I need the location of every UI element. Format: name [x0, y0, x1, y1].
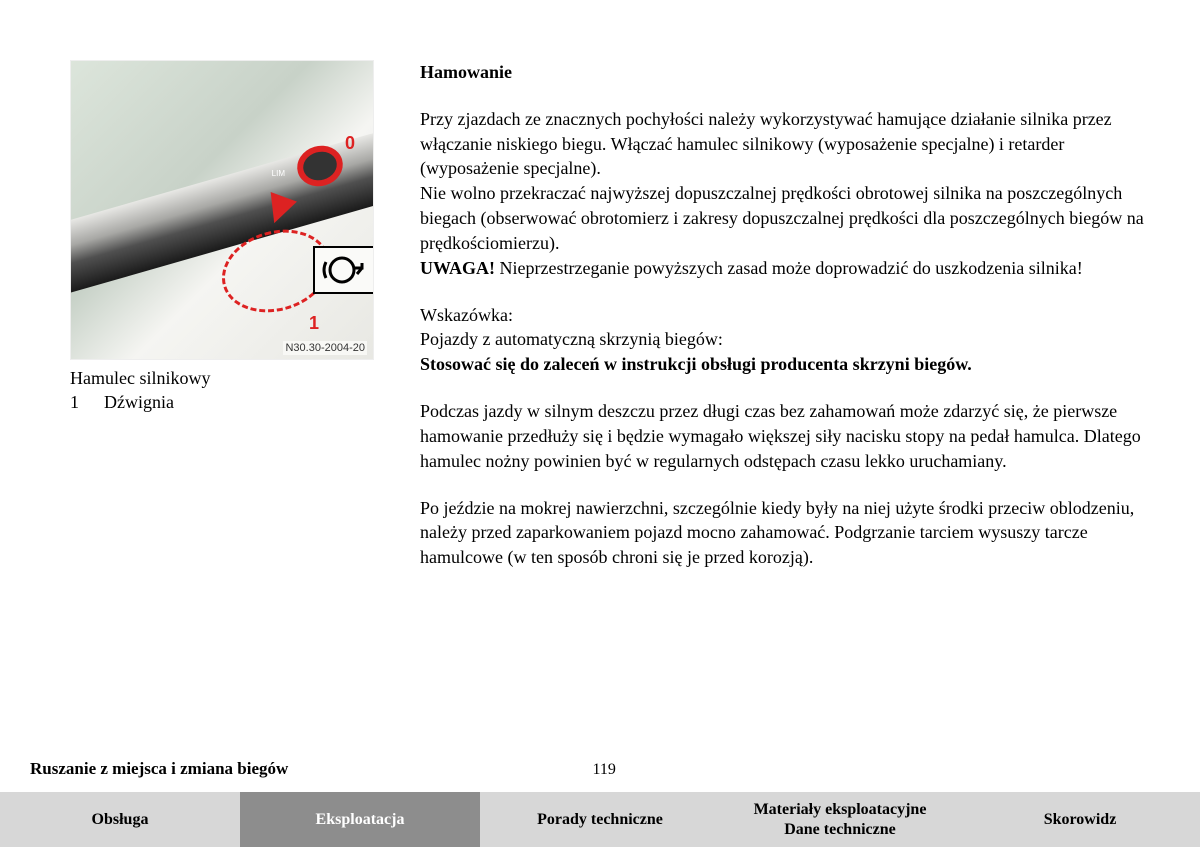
caption-item-num: 1 [70, 390, 104, 414]
warning-text: Nieprzestrzeganie powyższych zasad może … [495, 258, 1083, 278]
engine-brake-symbol-icon [313, 246, 374, 294]
paragraph: Po jeździe na mokrej nawierzchni, szczeg… [420, 496, 1150, 570]
running-section-title: Ruszanie z miejsca i zmiana biegów [30, 759, 288, 779]
footer-tab[interactable]: Porady techniczne [480, 792, 720, 847]
footer-tab[interactable]: Obsługa [0, 792, 240, 847]
paragraph: Podczas jazdy w silnym deszczu przez dłu… [420, 399, 1150, 473]
paragraph: Przy zjazdach ze znacznych pochyłości na… [420, 107, 1150, 181]
page-number: 119 [592, 761, 615, 778]
warning-label: UWAGA! [420, 258, 495, 278]
paragraph: Nie wolno przekraczać najwyższej dopuszc… [420, 181, 1150, 255]
label-0: 0 [345, 133, 355, 154]
paragraph: UWAGA! Nieprzestrzeganie powyższych zasa… [420, 256, 1150, 281]
label-lim: LIM [272, 169, 285, 178]
hint-bold: Stosować się do zaleceń w instrukcji obs… [420, 352, 1150, 377]
caption-item-text: Dźwignia [104, 390, 174, 414]
footer-tab[interactable]: Skorowidz [960, 792, 1200, 847]
figure-engine-brake: 0 LIM 1 N30.30-2004-20 [70, 60, 374, 360]
footer-tab[interactable]: Eksploatacja [240, 792, 480, 847]
label-1: 1 [309, 313, 319, 334]
figure-caption-title: Hamulec silnikowy [70, 366, 380, 390]
section-heading: Hamowanie [420, 60, 1150, 85]
footer-tab[interactable]: Materiały eksploatacyjneDane techniczne [720, 792, 960, 847]
hint-line: Pojazdy z automatyczną skrzynią biegów: [420, 327, 1150, 352]
figure-code: N30.30-2004-20 [283, 341, 367, 355]
footer-tabs: ObsługaEksploatacjaPorady techniczneMate… [0, 792, 1200, 847]
hint-label: Wskazówka: [420, 303, 1150, 328]
